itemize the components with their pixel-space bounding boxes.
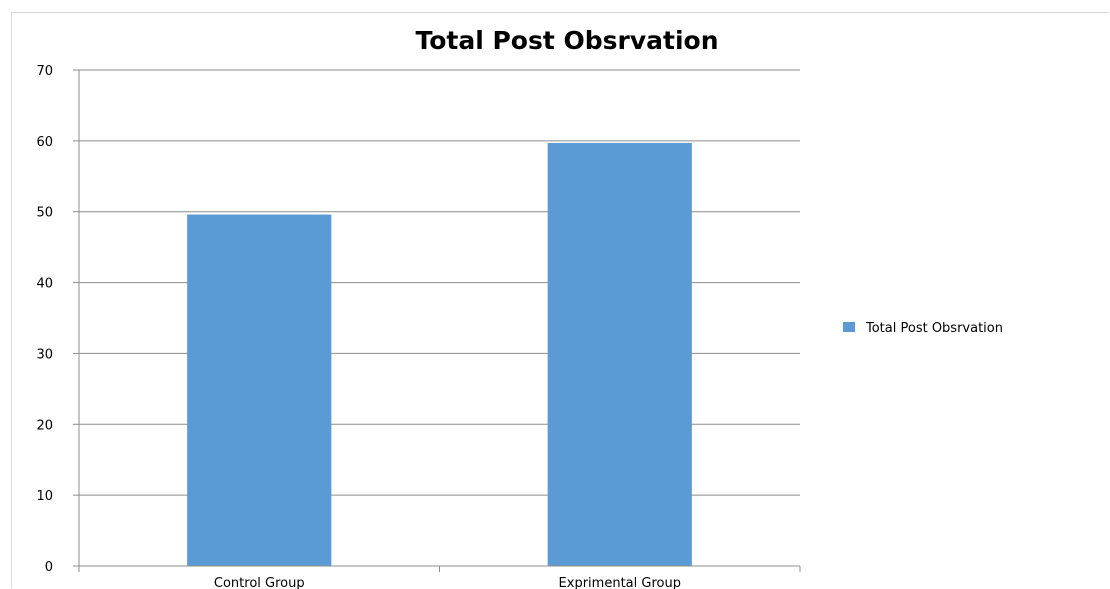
x-axis-categories: Control Group Exprimental Group <box>214 576 681 589</box>
y-tick-label: 70 <box>36 64 53 79</box>
y-tick-label: 10 <box>36 489 53 504</box>
x-category-label: Control Group <box>214 576 305 589</box>
y-tick-label: 40 <box>36 277 53 292</box>
bars <box>187 142 692 567</box>
y-tick-label: 0 <box>45 560 53 575</box>
y-tick-label: 60 <box>36 135 53 150</box>
legend-swatch <box>843 322 855 332</box>
bar <box>547 142 692 567</box>
legend: Total Post Obsrvation <box>843 321 1003 336</box>
bar <box>187 214 332 566</box>
chart-frame <box>11 12 1109 588</box>
axes <box>78 70 801 572</box>
y-tick-label: 50 <box>36 206 53 221</box>
legend-label: Total Post Obsrvation <box>865 321 1003 336</box>
y-axis-ticks: 0 10 20 30 40 50 60 70 <box>36 64 79 575</box>
chart-title: Total Post Obsrvation <box>415 26 718 55</box>
y-tick-label: 30 <box>36 347 53 362</box>
x-category-label: Exprimental Group <box>559 576 681 589</box>
y-tick-label: 20 <box>36 418 53 433</box>
